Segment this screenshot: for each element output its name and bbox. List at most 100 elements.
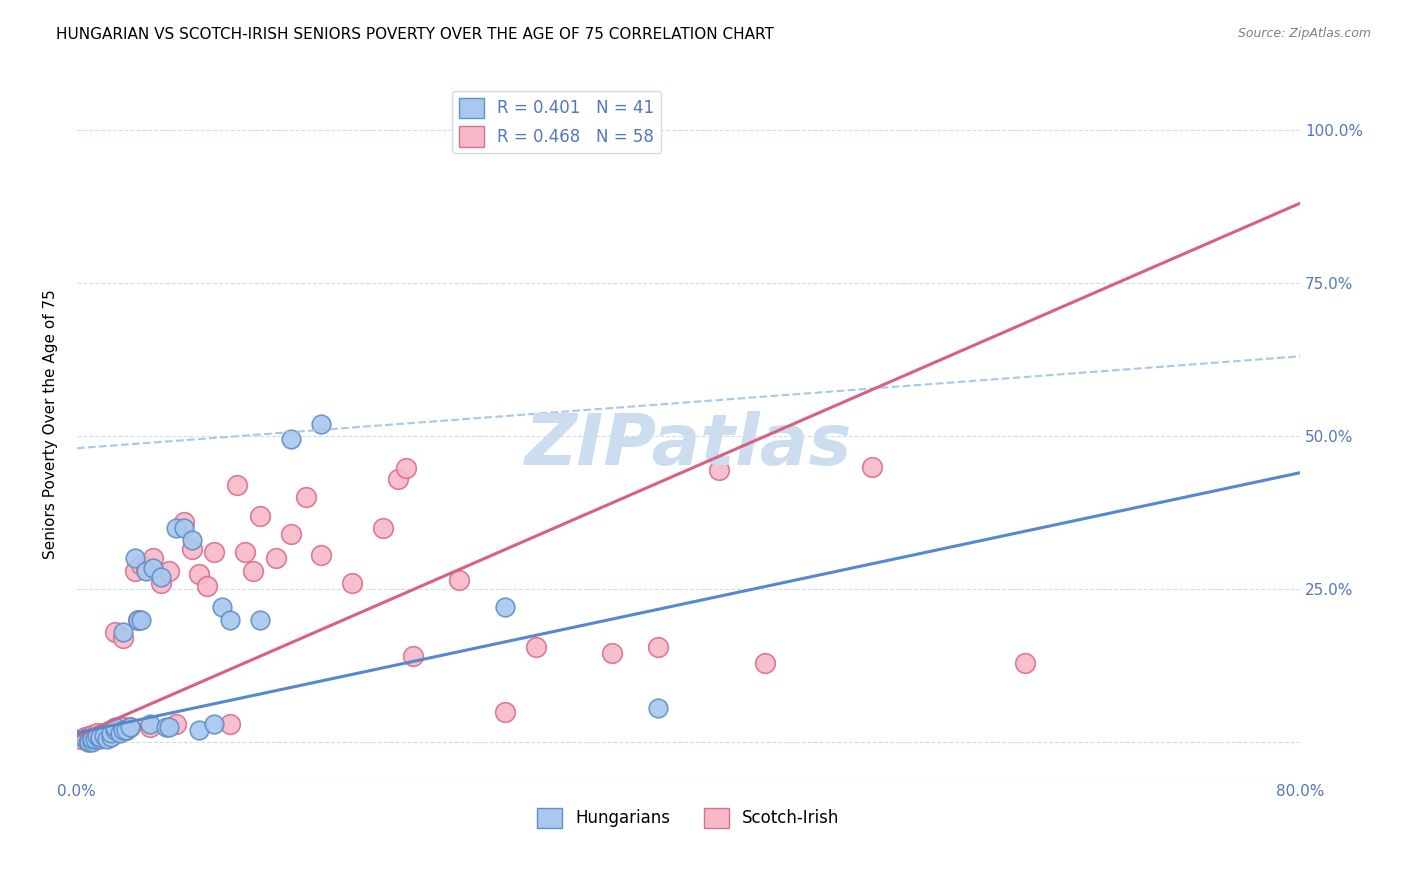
Point (149, 570, 172, 584)
Point (1014, 656, 1036, 670)
Point (204, 545, 226, 559)
Point (93, 726, 115, 740)
Point (173, 515, 195, 529)
Point (70, 732, 93, 747)
Point (173, 521, 195, 535)
Point (135, 560, 157, 574)
Point (139, 720, 162, 734)
Point (233, 545, 256, 559)
Point (96, 732, 118, 747)
Point (129, 613, 152, 627)
Point (180, 542, 202, 557)
Point (100, 729, 122, 743)
Y-axis label: Seniors Poverty Over the Age of 75: Seniors Poverty Over the Age of 75 (44, 289, 58, 558)
Point (84, 732, 107, 747)
Point (204, 716, 226, 731)
Point (647, 640, 669, 655)
Point (104, 723, 127, 737)
Point (311, 417, 333, 431)
Point (647, 701, 669, 715)
Point (295, 490, 318, 504)
Point (218, 716, 240, 731)
Point (73, 732, 96, 747)
Point (860, 459, 883, 474)
Point (111, 631, 134, 645)
Legend: Hungarians, Scotch-Irish: Hungarians, Scotch-Irish (530, 801, 846, 835)
Point (77, 729, 100, 743)
Point (494, 705, 516, 719)
Point (108, 723, 131, 737)
Point (76, 735, 98, 749)
Point (127, 613, 149, 627)
Point (82, 732, 104, 747)
Point (127, 613, 149, 627)
Point (100, 723, 122, 737)
Text: Source: ZipAtlas.com: Source: ZipAtlas.com (1237, 27, 1371, 40)
Point (86, 726, 108, 740)
Point (165, 521, 187, 535)
Point (242, 564, 264, 578)
Point (111, 720, 134, 734)
Point (524, 640, 547, 655)
Point (226, 478, 249, 492)
Point (340, 576, 363, 591)
Point (188, 566, 211, 581)
Point (142, 560, 165, 574)
Point (149, 576, 172, 591)
Point (104, 720, 127, 734)
Point (89, 731, 111, 745)
Point (77, 735, 100, 749)
Point (76, 732, 98, 747)
Point (402, 649, 425, 664)
Point (82, 735, 104, 749)
Point (124, 564, 146, 578)
Point (89, 732, 111, 747)
Point (280, 527, 302, 541)
Point (120, 720, 142, 734)
Point (124, 551, 146, 566)
Point (371, 521, 394, 535)
Point (114, 723, 136, 737)
Point (100, 726, 122, 740)
Point (449, 573, 471, 587)
Point (104, 726, 127, 740)
Point (218, 613, 240, 627)
Point (120, 720, 142, 734)
Point (211, 600, 233, 615)
Point (387, 472, 409, 486)
Point (165, 716, 187, 731)
Point (157, 720, 180, 734)
Point (89, 731, 111, 745)
Point (84, 729, 107, 743)
Point (494, 600, 516, 615)
Point (93, 729, 115, 743)
Point (104, 624, 127, 639)
Point (111, 624, 134, 639)
Point (195, 579, 218, 593)
Point (180, 533, 202, 547)
Point (157, 564, 180, 578)
Point (394, 460, 416, 475)
Text: ZIPatlas: ZIPatlas (524, 410, 852, 480)
Point (280, 432, 302, 446)
Point (96, 731, 118, 745)
Point (142, 551, 165, 566)
Point (114, 723, 136, 737)
Point (754, 656, 776, 670)
Point (82, 731, 104, 745)
Point (264, 551, 287, 566)
Point (111, 723, 134, 737)
Point (249, 508, 271, 523)
Point (707, 463, 730, 477)
Point (139, 716, 162, 731)
Point (108, 726, 131, 740)
Point (311, 549, 333, 563)
Point (129, 558, 152, 572)
Point (135, 564, 157, 578)
Point (100, 731, 122, 745)
Text: HUNGARIAN VS SCOTCH-IRISH SENIORS POVERTY OVER THE AGE OF 75 CORRELATION CHART: HUNGARIAN VS SCOTCH-IRISH SENIORS POVERT… (56, 27, 775, 42)
Point (86, 729, 108, 743)
Point (89, 728, 111, 742)
Point (249, 613, 271, 627)
Point (155, 720, 177, 734)
